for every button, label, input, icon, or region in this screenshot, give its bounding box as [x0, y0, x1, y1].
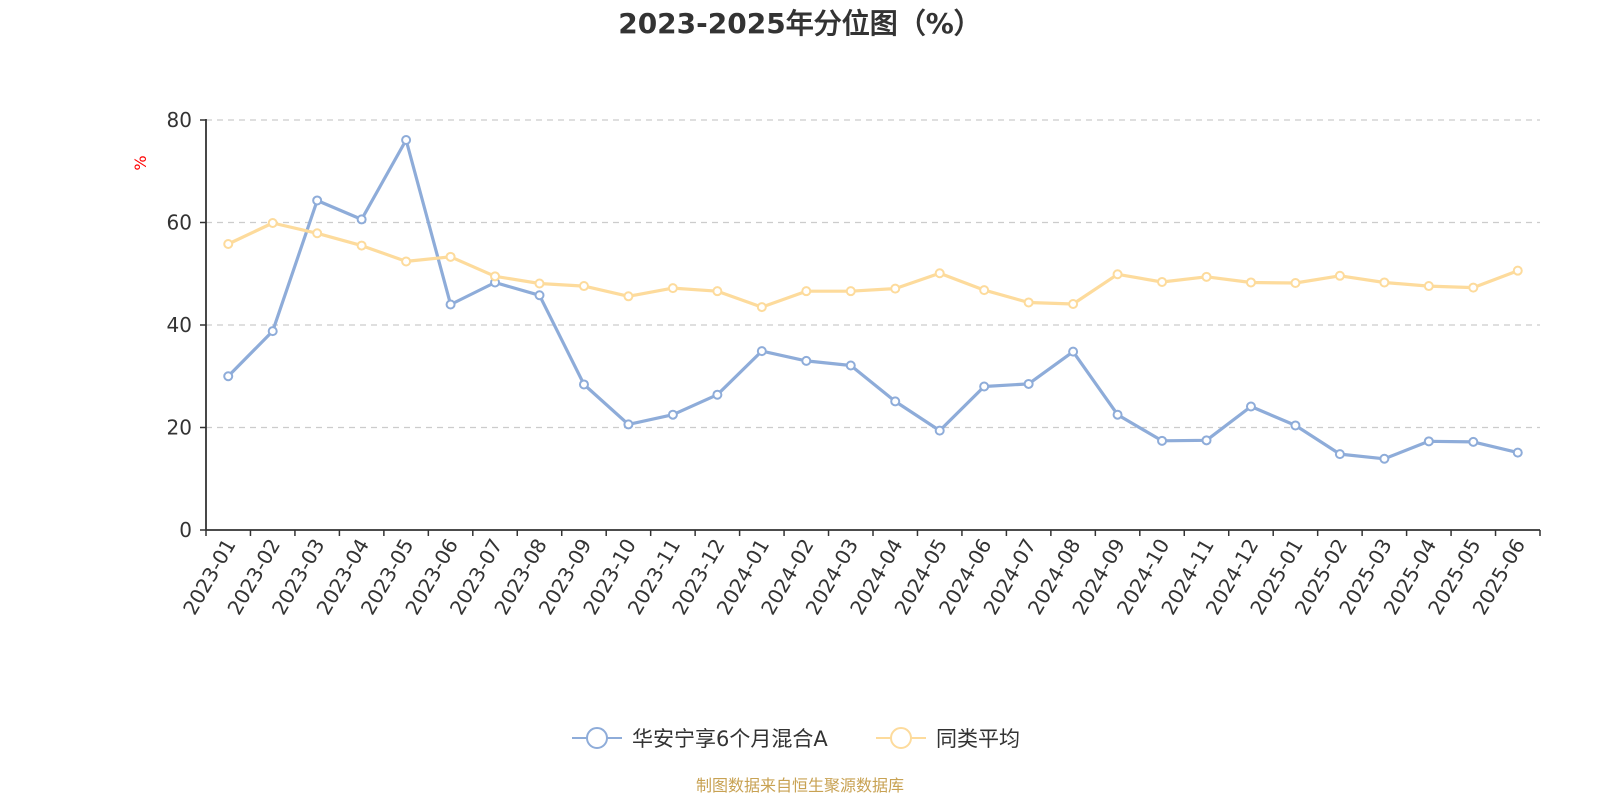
data-point — [1468, 282, 1479, 293]
data-point — [578, 379, 589, 390]
data-point — [1334, 270, 1345, 281]
data-point — [1512, 265, 1523, 276]
data-point — [845, 360, 856, 371]
data-point — [267, 326, 278, 337]
data-point — [979, 381, 990, 392]
data-point — [223, 239, 234, 250]
data-point — [979, 285, 990, 296]
data-point — [1290, 277, 1301, 288]
y-tick-label: 80 — [167, 108, 192, 132]
data-point — [1423, 281, 1434, 292]
data-point — [356, 240, 367, 251]
data-point — [312, 195, 323, 206]
data-point — [1023, 297, 1034, 308]
data-point — [534, 290, 545, 301]
data-point — [312, 228, 323, 239]
y-tick-label: 20 — [167, 416, 192, 440]
y-tick-label: 60 — [167, 211, 192, 235]
data-point — [845, 286, 856, 297]
legend-label-series-1: 华安宁享6个月混合A — [632, 727, 828, 751]
data-point — [1112, 409, 1123, 420]
data-point — [1068, 298, 1079, 309]
data-point — [934, 425, 945, 436]
data-point — [1157, 435, 1168, 446]
data-point — [1201, 271, 1212, 282]
series-line — [227, 138, 1519, 461]
y-axis-unit: % — [131, 155, 150, 170]
data-point — [490, 271, 501, 282]
data-source-note: 制图数据来自恒生聚源数据库 — [696, 776, 904, 795]
data-point — [1290, 420, 1301, 431]
legend-item-series-2[interactable]: 同类平均 — [876, 727, 1020, 751]
y-tick-label: 0 — [179, 518, 192, 542]
data-point — [890, 283, 901, 294]
data-point — [401, 256, 412, 267]
data-point — [1423, 436, 1434, 447]
data-point — [356, 214, 367, 225]
series-1 — [223, 134, 1523, 464]
data-point — [801, 355, 812, 366]
data-point — [712, 389, 723, 400]
data-point — [1245, 277, 1256, 288]
data-point — [445, 299, 456, 310]
data-point — [534, 278, 545, 289]
data-point — [1512, 447, 1523, 458]
data-point — [623, 419, 634, 430]
data-point — [756, 346, 767, 357]
series-2 — [223, 218, 1523, 313]
y-tick-label: 40 — [167, 313, 192, 337]
series-line — [227, 221, 1519, 309]
data-point — [1157, 276, 1168, 287]
legend-label-series-2: 同类平均 — [936, 727, 1020, 751]
data-point — [890, 396, 901, 407]
legend-item-series-1[interactable]: 华安宁享6个月混合A — [572, 727, 828, 751]
data-point — [223, 371, 234, 382]
data-point — [1023, 378, 1034, 389]
data-point — [1334, 449, 1345, 460]
data-point — [756, 302, 767, 313]
legend-marker-series-1 — [586, 727, 608, 749]
data-point — [1068, 346, 1079, 357]
data-point — [578, 281, 589, 292]
data-point — [445, 251, 456, 262]
data-point — [401, 134, 412, 145]
data-point — [1245, 401, 1256, 412]
data-point — [1379, 453, 1390, 464]
data-point — [667, 409, 678, 420]
chart-title: 2023-2025年分位图（%） — [618, 7, 982, 40]
legend-marker-series-2 — [890, 727, 912, 749]
legend[interactable]: 华安宁享6个月混合A 同类平均 — [572, 727, 1020, 751]
data-point — [267, 218, 278, 229]
data-point — [1112, 269, 1123, 280]
data-point — [1379, 277, 1390, 288]
data-point — [934, 268, 945, 279]
data-point — [801, 286, 812, 297]
data-point — [1468, 436, 1479, 447]
data-point — [1201, 435, 1212, 446]
data-point — [667, 283, 678, 294]
series-group — [223, 134, 1523, 464]
data-point — [712, 286, 723, 297]
data-point — [623, 291, 634, 302]
